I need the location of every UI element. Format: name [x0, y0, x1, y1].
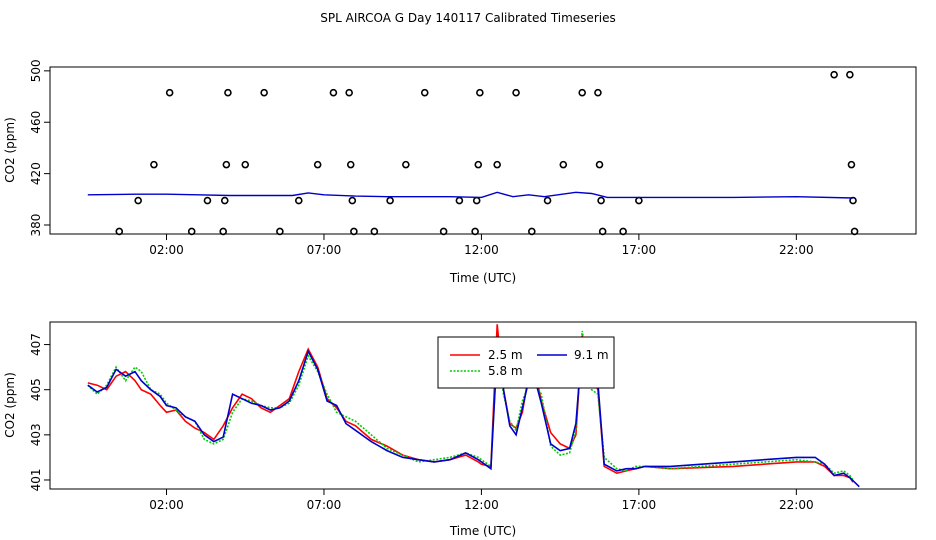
- panel-top: 02:00 07:00 12:00 17:00 22:00 380 420 460 500 T…: [3, 59, 917, 285]
- scatter-point: [313, 160, 322, 169]
- scatter-point: [474, 160, 483, 169]
- scatter-point: [350, 227, 358, 236]
- y-tick-label: 420: [29, 162, 43, 185]
- scatter-point: [595, 160, 604, 169]
- scatter-point: [276, 227, 284, 236]
- figure-title: SPL AIRCOA G Day 140117 Calibrated Times…: [320, 11, 615, 25]
- legend-label-5-8m: 5.8 m: [488, 364, 523, 378]
- scatter-point: [345, 88, 353, 97]
- scatter-point: [260, 88, 268, 97]
- scatter-point: [203, 196, 212, 205]
- scatter-point: [847, 160, 856, 169]
- y-tick-label: 407: [29, 333, 43, 356]
- x-tick-label: 17:00: [622, 498, 657, 512]
- scatter-point: [528, 227, 536, 236]
- scatter-point: [559, 160, 568, 169]
- scatter-point: [578, 88, 586, 97]
- x-axis-bottom: 02:00 07:00 12:00 17:00 22:00: [149, 489, 814, 512]
- x-tick-label: 12:00: [464, 498, 499, 512]
- x-tick-label: 02:00: [149, 498, 184, 512]
- scatter-point: [619, 227, 627, 236]
- scatter-point: [294, 196, 303, 205]
- series-line-9-1-m: [87, 344, 860, 488]
- legend-box: [437, 336, 615, 389]
- x-tick-label: 07:00: [307, 498, 342, 512]
- x-tick-label: 07:00: [307, 243, 342, 257]
- legend-label-2-5m: 2.5 m: [488, 348, 523, 362]
- scatter-point: [219, 227, 227, 236]
- scatter-point: [329, 88, 338, 97]
- scatter-point: [543, 196, 552, 205]
- scatter-point: [220, 196, 229, 205]
- plot-frame-top: [49, 66, 917, 235]
- x-tick-label: 12:00: [464, 243, 499, 257]
- series-line-mean: [87, 191, 854, 199]
- y-axis-top: 380 420 460 500: [29, 59, 50, 236]
- scatter-point: [476, 88, 484, 97]
- scatter-point: [134, 196, 142, 205]
- scatter-point: [224, 88, 232, 97]
- scatter-point: [493, 160, 501, 169]
- x-axis-top: 02:00 07:00 12:00 17:00 22:00: [149, 234, 814, 257]
- x-axis-label-top: Time (UTC): [449, 271, 516, 285]
- y-axis-label-bottom: CO2 (ppm): [3, 372, 17, 438]
- y-axis-bottom: 401 403 405 407: [29, 333, 50, 491]
- scatter-point: [472, 196, 481, 205]
- scatter-point: [471, 227, 479, 236]
- scatter-point: [187, 227, 196, 236]
- scatter-point: [402, 160, 410, 169]
- panel-bottom: 02:00 07:00 12:00 17:00 22:00 401 403 405 407 T…: [3, 321, 917, 538]
- scatter-point: [512, 88, 520, 97]
- scatter-point: [348, 196, 357, 205]
- scatter-point: [635, 196, 643, 205]
- y-tick-label: 405: [29, 378, 43, 401]
- x-tick-label: 22:00: [779, 243, 814, 257]
- scatter-point: [370, 227, 379, 236]
- legend: 2.5 m 5.8 m 9.1 m: [437, 336, 615, 389]
- scatter-point: [241, 160, 250, 169]
- scatter-marks: [115, 70, 859, 236]
- scatter-point: [420, 88, 429, 97]
- x-tick-label: 02:00: [149, 243, 184, 257]
- scatter-point: [439, 227, 448, 236]
- x-axis-label-bottom: Time (UTC): [449, 524, 516, 538]
- y-tick-label: 380: [29, 214, 43, 237]
- plot-frame-bottom: [49, 321, 917, 490]
- scatter-point: [597, 196, 605, 205]
- legend-label-9-1m: 9.1 m: [574, 348, 609, 362]
- y-tick-label: 460: [29, 111, 43, 134]
- scatter-point: [115, 227, 124, 236]
- scatter-point: [850, 227, 859, 236]
- scatter-point: [849, 196, 857, 205]
- y-tick-label: 401: [29, 469, 43, 492]
- scatter-point: [594, 88, 602, 97]
- scatter-point: [222, 160, 231, 169]
- x-tick-label: 17:00: [622, 243, 657, 257]
- scatter-point: [830, 70, 838, 79]
- scatter-point: [386, 196, 394, 205]
- scatter-point: [165, 88, 174, 97]
- scatter-point: [346, 160, 355, 169]
- series-lines: [87, 324, 860, 488]
- scatter-point: [598, 227, 607, 236]
- scatter-point: [846, 70, 854, 79]
- x-tick-label: 22:00: [779, 498, 814, 512]
- scatter-point: [455, 196, 464, 205]
- mean-line: [87, 191, 854, 199]
- y-axis-label-top: CO2 (ppm): [3, 117, 17, 183]
- y-tick-label: 403: [29, 423, 43, 446]
- scatter-point: [150, 160, 158, 169]
- y-tick-label: 500: [29, 59, 43, 82]
